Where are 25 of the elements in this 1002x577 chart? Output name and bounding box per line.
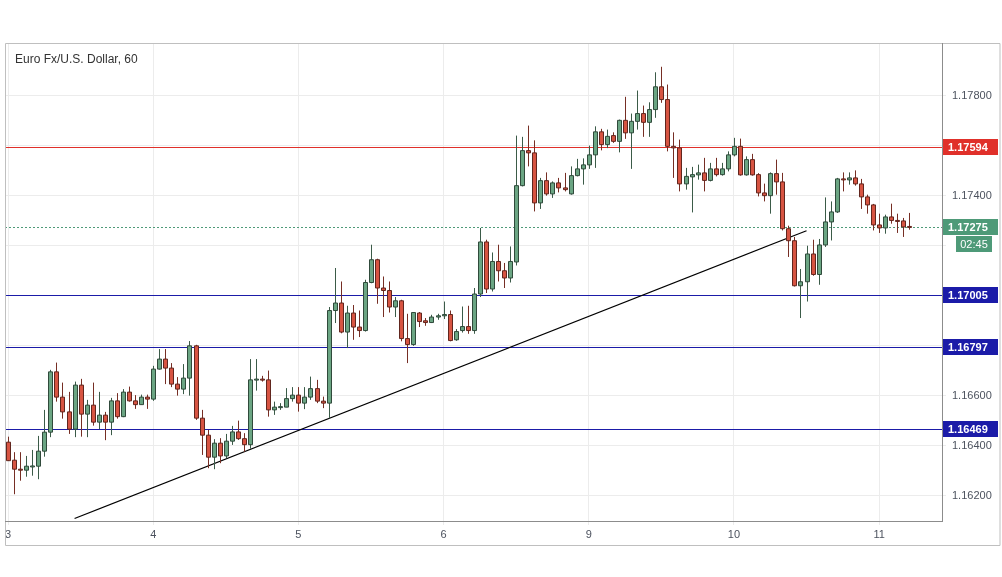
- x-tick-label: 4: [150, 527, 157, 540]
- ref-line-label: 1.17275: [948, 220, 988, 233]
- x-tick-label: 11: [873, 527, 885, 540]
- candlestick: [811, 239, 816, 277]
- y-tick-label: 1.17400: [952, 188, 992, 201]
- ref-line-label: 1.17594: [948, 140, 989, 153]
- y-tick-label: 1.16200: [952, 489, 992, 502]
- text: 02:45: [960, 237, 988, 250]
- y-tick-label: 1.17800: [952, 88, 992, 101]
- candlestick: [67, 391, 72, 435]
- ref-line-label: 1.16469: [948, 422, 988, 435]
- candlestick: [702, 157, 707, 192]
- candlestick: [109, 397, 114, 436]
- x-tick-label: 3: [4, 527, 12, 540]
- ref-line-label: 1.17005: [948, 288, 988, 301]
- x-tick-label: 5: [295, 527, 302, 540]
- candlestick: [641, 105, 646, 138]
- y-tick-label: 1.16400: [952, 438, 992, 451]
- x-tick-label: 10: [727, 527, 741, 540]
- x-tick-label: 6: [440, 527, 447, 540]
- text: Euro Fx/U.S. Dollar, 60: [15, 52, 139, 67]
- x-tick-label: 9: [585, 527, 592, 540]
- y-tick-label: 1.16600: [952, 388, 992, 401]
- ref-line-label: 1.16797: [948, 340, 988, 353]
- candlestick: [393, 296, 398, 318]
